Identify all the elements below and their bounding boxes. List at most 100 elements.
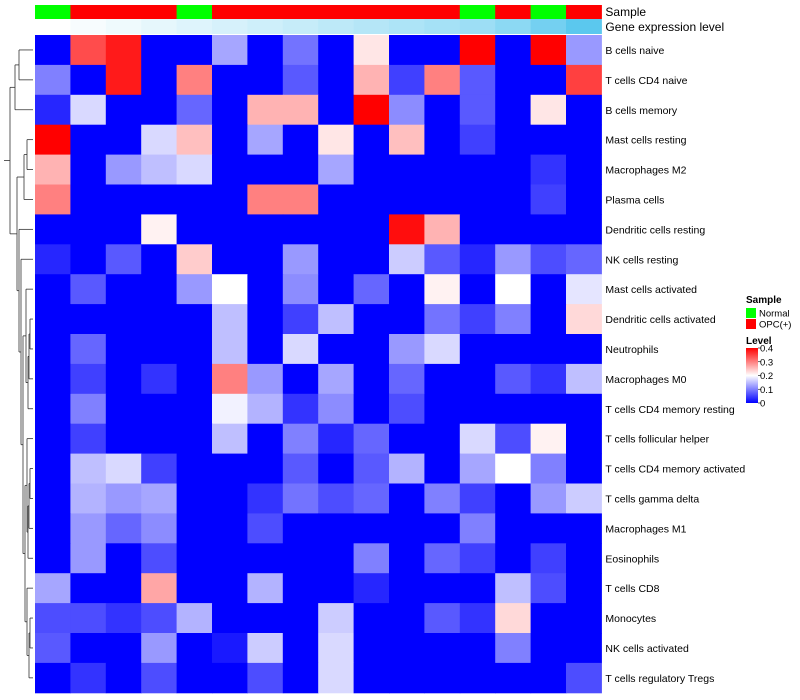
heatmap-cell xyxy=(35,154,71,185)
heatmap-cell xyxy=(70,304,107,335)
heatmap-cell xyxy=(35,543,71,574)
heatmap-cell xyxy=(424,274,461,305)
heatmap-cell xyxy=(530,393,567,425)
heatmap-cell xyxy=(212,483,248,514)
legend-sample-title: Sample xyxy=(746,295,782,306)
heatmap-cell xyxy=(105,214,142,245)
heatmap-cell xyxy=(424,573,461,604)
heatmap-cell xyxy=(282,633,319,664)
heatmap-cell xyxy=(566,662,602,694)
heatmap-cell xyxy=(70,274,107,305)
heatmap-cell xyxy=(282,304,319,335)
heatmap-cell xyxy=(247,214,284,245)
heatmap-cell xyxy=(247,513,284,544)
heatmap-cell xyxy=(282,94,319,126)
heatmap-cell xyxy=(318,393,355,425)
heatmap-cell xyxy=(247,35,284,66)
heatmap-cell xyxy=(495,543,532,574)
heatmap-cell xyxy=(35,423,71,455)
heatmap-cell xyxy=(566,184,602,215)
heatmap-cell xyxy=(212,573,248,604)
heatmap-cell xyxy=(495,334,532,365)
heatmap-cell xyxy=(212,124,248,156)
heatmap-cell xyxy=(353,184,390,215)
heatmap-cell xyxy=(318,363,355,395)
heatmap-cell xyxy=(495,363,532,395)
heatmap-cell xyxy=(459,363,496,395)
heatmap-cell xyxy=(176,393,213,425)
heatmap-cell xyxy=(176,453,213,484)
heatmap-cell xyxy=(566,603,602,634)
heatmap-cell xyxy=(105,124,142,156)
heatmap-cell xyxy=(35,304,71,335)
heatmap-cell xyxy=(176,662,213,694)
heatmap-cell xyxy=(176,513,213,544)
heatmap-cell xyxy=(495,274,532,305)
legend-tick-label: 0.2 xyxy=(760,371,773,382)
heatmap-cell xyxy=(318,94,355,126)
row-label: T cells CD8 xyxy=(605,583,659,595)
heatmap-cell xyxy=(105,35,142,66)
heatmap-cell xyxy=(424,603,461,634)
heatmap-cell xyxy=(212,35,248,66)
heatmap-cell xyxy=(141,124,178,156)
heatmap-cell xyxy=(247,274,284,305)
heatmap-cell xyxy=(105,274,142,305)
heatmap-cell xyxy=(141,543,178,574)
heatmap-cell xyxy=(530,244,567,275)
heatmap-cell xyxy=(389,184,425,215)
heatmap-cell xyxy=(35,363,71,395)
heatmap-cell xyxy=(176,124,213,156)
heatmap-cell xyxy=(141,453,178,484)
heatmap-cell xyxy=(282,453,319,484)
heatmap-cell xyxy=(566,334,602,365)
heatmap-cell xyxy=(247,603,284,634)
heatmap-cell xyxy=(282,363,319,395)
heatmap-cell xyxy=(495,513,532,544)
heatmap-cell xyxy=(389,35,425,66)
heatmap-cell xyxy=(35,393,71,425)
heatmap-cell xyxy=(247,483,284,514)
heatmap-cell xyxy=(495,603,532,634)
heatmap-cell xyxy=(566,214,602,245)
row-label: T cells gamma delta xyxy=(605,493,699,505)
legend-sample-swatch xyxy=(746,319,756,329)
heatmap-cell xyxy=(353,393,390,425)
legend-tick-label: 0.3 xyxy=(760,357,773,368)
sample-annotation-cell xyxy=(141,5,178,19)
heatmap-cell xyxy=(105,304,142,335)
row-label: T cells CD4 naive xyxy=(605,75,687,87)
expression-annotation-cell xyxy=(495,19,532,34)
heatmap-cell xyxy=(212,363,248,395)
heatmap-cell xyxy=(353,453,390,484)
heatmap-cell xyxy=(530,154,567,185)
heatmap-cell xyxy=(353,304,390,335)
heatmap-cell xyxy=(495,633,532,664)
heatmap-cell xyxy=(35,184,71,215)
heatmap-cell xyxy=(495,453,532,484)
heatmap-cell xyxy=(70,94,107,126)
heatmap-cell xyxy=(318,483,355,514)
heatmap-cell xyxy=(566,304,602,335)
heatmap-cell xyxy=(353,35,390,66)
heatmap-cell xyxy=(212,274,248,305)
heatmap-cell xyxy=(70,64,107,96)
heatmap-cell xyxy=(70,124,107,156)
heatmap-cell xyxy=(459,154,496,185)
heatmap-cell xyxy=(176,64,213,96)
heatmap-cell xyxy=(105,393,142,425)
expression-annotation-cell xyxy=(424,19,461,34)
legend-tick-label: 0.4 xyxy=(760,344,773,355)
heatmap-cell xyxy=(282,184,319,215)
heatmap-cell xyxy=(389,662,425,694)
row-label: T cells follicular helper xyxy=(605,434,709,446)
heatmap-cell xyxy=(495,573,532,604)
legend-colorbar xyxy=(746,348,758,403)
heatmap-cell xyxy=(530,214,567,245)
heatmap-cell xyxy=(318,35,355,66)
heatmap-cell xyxy=(353,154,390,185)
heatmap-cell xyxy=(282,393,319,425)
heatmap-cell xyxy=(566,154,602,185)
row-label: Mast cells resting xyxy=(605,135,686,147)
heatmap-cell xyxy=(389,244,425,275)
